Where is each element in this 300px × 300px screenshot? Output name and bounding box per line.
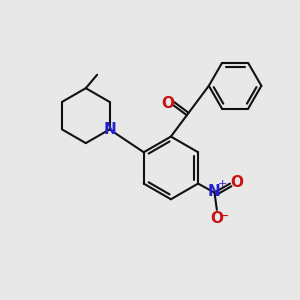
Text: O: O — [161, 95, 175, 110]
Text: N: N — [104, 122, 117, 137]
Text: O: O — [230, 176, 243, 190]
Text: N: N — [208, 184, 221, 199]
Text: O: O — [210, 211, 223, 226]
Text: −: − — [219, 210, 230, 223]
Text: +: + — [218, 179, 227, 189]
